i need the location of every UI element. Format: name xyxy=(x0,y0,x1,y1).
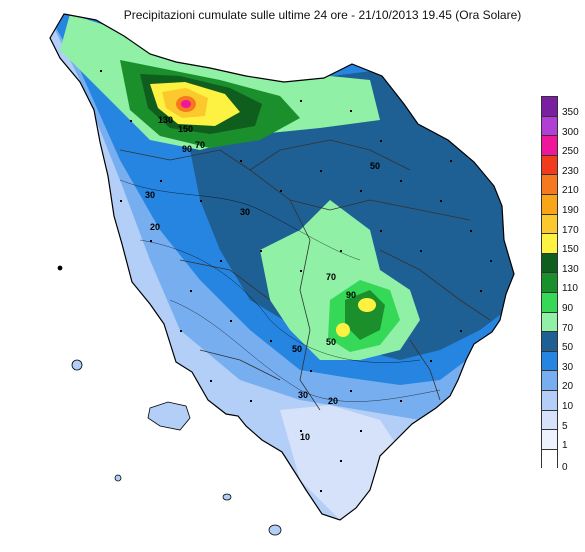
legend-label: 210 xyxy=(562,185,579,197)
legend-class: 90 xyxy=(541,291,581,314)
legend-swatch xyxy=(541,174,558,194)
legend-label: 170 xyxy=(562,224,579,236)
isoline-label: 90 xyxy=(182,144,192,154)
legend-class: 70 xyxy=(541,311,581,334)
isoline-label: 10 xyxy=(300,432,310,442)
isoline-labels: 90 50 70 30 20 30 50 90 70 50 30 20 10 1… xyxy=(145,115,380,442)
legend-label: 50 xyxy=(562,342,574,354)
legend-label: 30 xyxy=(562,361,574,373)
isoline-label: 30 xyxy=(298,390,308,400)
legend-class: 250 xyxy=(541,135,581,158)
precipitation-map: 90 50 70 30 20 30 50 90 70 50 30 20 10 1… xyxy=(49,13,515,536)
station-dots xyxy=(100,70,492,492)
legend-label: 90 xyxy=(562,302,574,314)
legend-label: 10 xyxy=(562,400,574,412)
legend-class: 110 xyxy=(541,272,581,295)
legend-label: 350 xyxy=(562,107,579,118)
legend-class xyxy=(541,448,581,469)
isoline-label: 50 xyxy=(326,337,336,347)
isoline-label: 30 xyxy=(145,190,155,200)
map-title: Precipitazioni cumulate sulle ultime 24 … xyxy=(123,8,522,22)
legend-class: 50 xyxy=(541,331,581,354)
legend-class: 10 xyxy=(541,389,581,412)
legend-class: 1 xyxy=(541,429,581,452)
legend-swatch xyxy=(541,350,558,371)
isoline-label: 150 xyxy=(178,124,193,134)
province-borders xyxy=(119,139,491,411)
color-legend: 350 300 250 230 210 190 170 150 130 110 90 70 50 30 20… xyxy=(541,96,581,473)
isoline-label: 130 xyxy=(158,115,173,125)
legend-swatch xyxy=(541,429,558,449)
map-islands xyxy=(57,265,282,536)
legend-label: 110 xyxy=(562,283,578,295)
legend-swatch xyxy=(541,409,558,430)
legend-label: 70 xyxy=(562,322,574,334)
legend-class: 210 xyxy=(541,174,581,197)
isoline-label: 70 xyxy=(326,272,336,282)
legend-swatch xyxy=(541,252,558,273)
legend-label: 230 xyxy=(562,165,579,177)
legend-class: 30 xyxy=(541,350,581,373)
isoline-label: 70 xyxy=(195,140,205,150)
isoline-label: 20 xyxy=(150,222,160,232)
legend-class: 300 xyxy=(541,115,581,138)
legend-class: 170 xyxy=(541,213,581,236)
legend-swatch xyxy=(541,233,558,253)
legend-label: 1 xyxy=(562,440,568,452)
isoline-label: 50 xyxy=(370,161,380,171)
isolines xyxy=(119,179,441,402)
legend-class: 350 xyxy=(541,96,581,118)
region-outline xyxy=(49,13,515,521)
legend-swatch xyxy=(541,311,558,332)
legend-swatch xyxy=(541,213,558,234)
legend-class: 130 xyxy=(541,252,581,275)
isoline-label: 50 xyxy=(292,344,302,354)
isoline-label: 30 xyxy=(240,207,250,217)
legend-swatch xyxy=(541,331,558,351)
legend-class: 190 xyxy=(541,193,581,216)
legend-label: 5 xyxy=(562,420,568,432)
legend-swatch xyxy=(541,448,558,469)
legend-swatch xyxy=(541,370,558,390)
legend-swatch xyxy=(541,115,558,136)
legend-swatch xyxy=(541,291,558,312)
legend-swatch xyxy=(541,389,558,410)
legend-class: 150 xyxy=(541,233,581,256)
legend-label: 130 xyxy=(562,263,579,275)
isoline-label: 20 xyxy=(328,396,338,406)
legend-class: 20 xyxy=(541,370,581,393)
legend-swatch xyxy=(541,96,558,116)
legend-swatch xyxy=(541,154,558,175)
legend-label: 150 xyxy=(562,244,579,256)
legend-class: 230 xyxy=(541,154,581,177)
legend-label: 250 xyxy=(562,146,579,158)
legend-label: 300 xyxy=(562,126,579,138)
legend-swatch xyxy=(541,135,558,155)
isoline-label: 90 xyxy=(346,290,356,300)
legend-label: 20 xyxy=(562,381,574,393)
legend-class: 5 xyxy=(541,409,581,432)
legend-label: 190 xyxy=(562,204,579,216)
legend-swatch xyxy=(541,272,558,292)
legend-label: 0 xyxy=(562,462,568,474)
legend-swatch xyxy=(541,193,558,214)
